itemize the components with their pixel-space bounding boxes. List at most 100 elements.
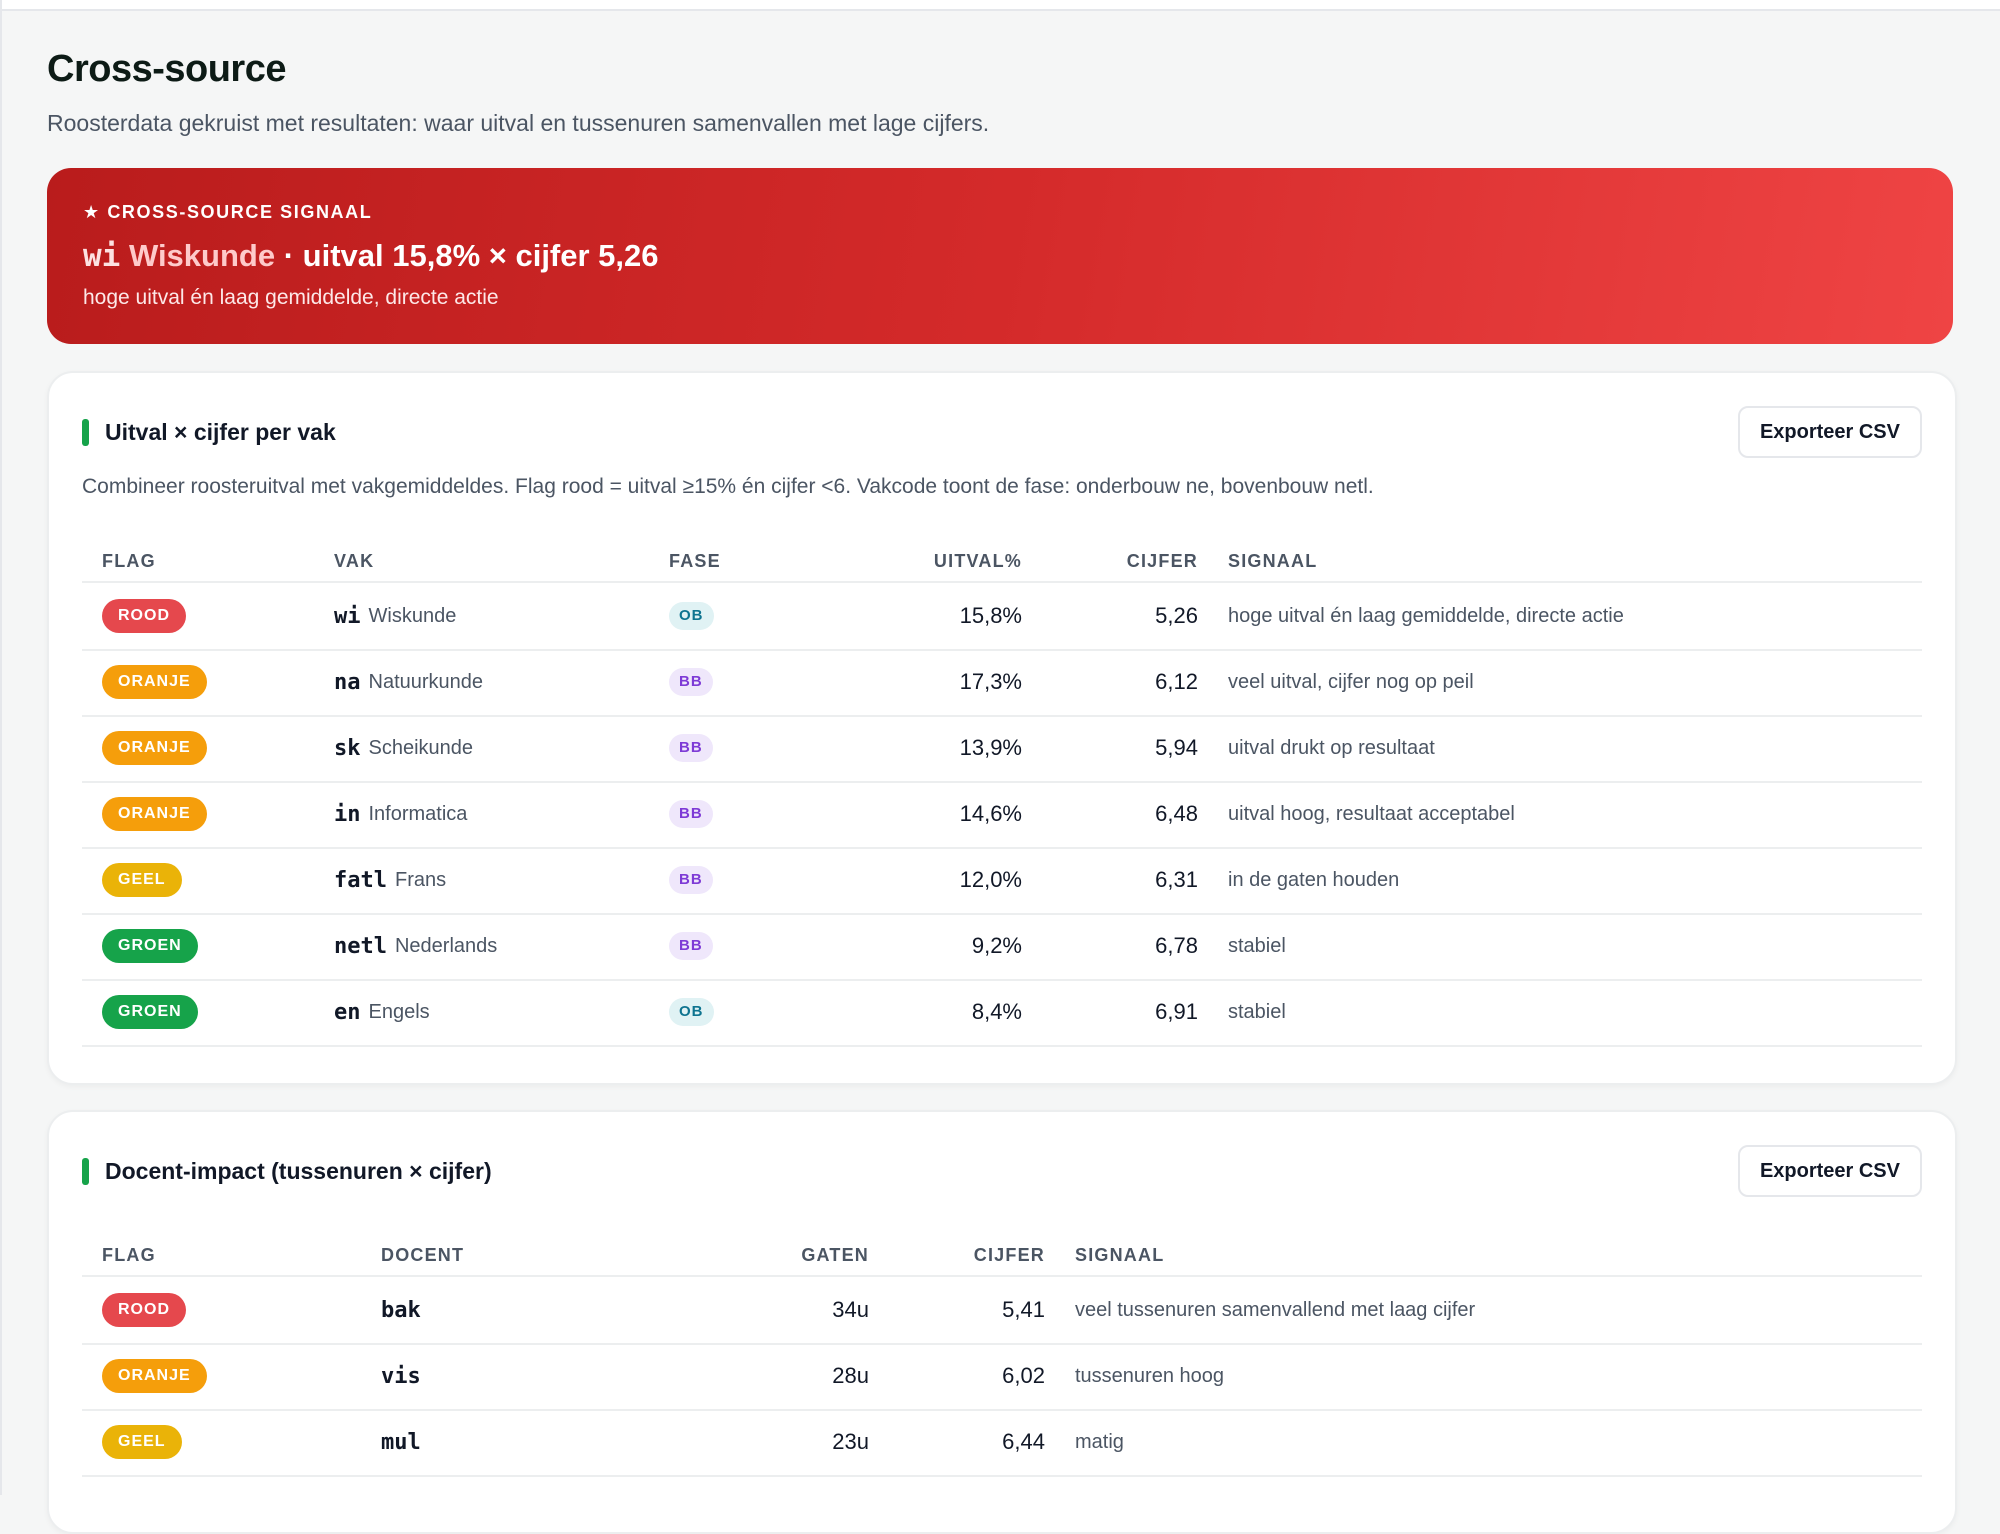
docent-card-header: Docent-impact (tussenuren × cijfer) (82, 1158, 492, 1185)
vak-name: Informatica (368, 802, 468, 825)
table-row: GROEN en Engels OB 8,4% 6,91 stabiel (82, 979, 1922, 1047)
accent-bar (82, 1158, 89, 1185)
vak-cell: na Natuurkunde (334, 649, 483, 715)
export-csv-button[interactable]: Exporteer CSV (1737, 406, 1922, 458)
fase-badge: BB (669, 932, 713, 960)
signaal-text: in de gaten houden (1228, 868, 1400, 891)
cijfer-value: 6,02 (1002, 1363, 1045, 1388)
col-cijfer: CIJFER (1126, 551, 1198, 571)
col-uitval: UITVAL% (933, 551, 1022, 571)
col-signaal: SIGNAAL (1075, 1245, 1165, 1265)
vak-card-description: Combineer roosteruitval met vakgemiddeld… (82, 475, 1374, 498)
vak-name: Scheikunde (368, 736, 474, 759)
table-row: ORANJE na Natuurkunde BB 17,3% 6,12 veel uitva… (82, 649, 1922, 717)
vak-table-header: FLAG VAK FASE UITVAL% CIJFER SIGNAAL (82, 541, 1922, 583)
gaten-value: 28u (832, 1363, 869, 1388)
uitval-value: 17,3% (959, 669, 1022, 694)
flag-cell: ORANJE (102, 1343, 207, 1409)
flag-cell: ORANJE (102, 715, 207, 781)
page-title: Cross-source (47, 48, 286, 90)
cijfer-value: 6,91 (1155, 999, 1198, 1024)
flag-badge: ORANJE (102, 797, 207, 831)
vak-name: Engels (368, 1000, 430, 1023)
accent-bar (82, 419, 89, 446)
table-row: ORANJE vis 28u 6,02 tussenuren hoog (82, 1343, 1922, 1411)
signal-description: hoge uitval én laag gemiddelde, directe … (83, 286, 499, 309)
docent-card: Docent-impact (tussenuren × cijfer) Expo… (47, 1110, 1957, 1534)
vak-code: na (334, 669, 361, 695)
table-row: ORANJE sk Scheikunde BB 13,9% 5,94 uitval druk… (82, 715, 1922, 783)
signaal-text: stabiel (1228, 934, 1286, 957)
docent-code: vis (381, 1363, 421, 1389)
signal-vak-code: wi (83, 238, 121, 274)
export-csv-button[interactable]: Exporteer CSV (1737, 1145, 1922, 1197)
flag-badge: GROEN (102, 929, 198, 963)
left-border (0, 0, 2, 1495)
col-docent: DOCENT (381, 1245, 465, 1265)
fase-cell: OB (669, 583, 714, 649)
uitval-value: 14,6% (959, 801, 1022, 826)
cross-source-signal-banner: ★ CROSS-SOURCE SIGNAAL wi Wiskunde · uit… (47, 168, 1953, 344)
flag-cell: ROOD (102, 1277, 186, 1343)
fase-badge: BB (669, 668, 713, 696)
table-row: ROOD bak 34u 5,41 veel tussenuren samenvalle… (82, 1277, 1922, 1345)
signal-vak-name: Wiskunde (128, 238, 276, 273)
cijfer-value: 5,41 (1002, 1297, 1045, 1322)
table-row: ROOD wi Wiskunde OB 15,8% 5,26 hoge uitval én … (82, 583, 1922, 651)
flag-cell: ORANJE (102, 781, 207, 847)
table-row: GEEL fatl Frans BB 12,0% 6,31 in de gaten houd… (82, 847, 1922, 915)
signaal-text: stabiel (1228, 1000, 1286, 1023)
cijfer-value: 6,31 (1155, 867, 1198, 892)
fase-badge: OB (669, 998, 714, 1026)
signaal-text: veel uitval, cijfer nog op peil (1228, 670, 1474, 693)
uitval-value: 15,8% (959, 603, 1022, 628)
vak-name: Nederlands (394, 934, 498, 957)
flag-cell: ORANJE (102, 649, 207, 715)
uitval-value: 9,2% (971, 933, 1022, 958)
vak-code: netl (334, 933, 387, 959)
flag-cell: GEEL (102, 1409, 182, 1475)
signaal-text: matig (1075, 1430, 1124, 1453)
fase-cell: BB (669, 715, 713, 781)
cijfer-value: 5,94 (1155, 735, 1198, 760)
fase-cell: BB (669, 913, 713, 979)
docent-table-header: FLAG DOCENT GATEN CIJFER SIGNAAL (82, 1235, 1922, 1277)
signaal-text: uitval hoog, resultaat acceptabel (1228, 802, 1515, 825)
vak-name: Natuurkunde (368, 670, 484, 693)
signaal-text: veel tussenuren samenvallend met laag ci… (1075, 1298, 1476, 1321)
fase-badge: BB (669, 734, 713, 762)
fase-badge: BB (669, 800, 713, 828)
flag-cell: GROEN (102, 913, 198, 979)
flag-badge: ORANJE (102, 665, 207, 699)
fase-cell: OB (669, 979, 714, 1045)
signaal-text: uitval drukt op resultaat (1228, 736, 1435, 759)
flag-badge: GEEL (102, 1425, 182, 1459)
col-fase: FASE (669, 551, 721, 571)
vak-code: fatl (334, 867, 387, 893)
top-border (0, 0, 2000, 11)
fase-badge: BB (669, 866, 713, 894)
signal-metrics: · uitval 15,8% × cijfer 5,26 (283, 238, 659, 273)
fase-badge: OB (669, 602, 714, 630)
cijfer-value: 6,44 (1002, 1429, 1045, 1454)
vak-name: Frans (394, 868, 447, 891)
vak-code: en (334, 999, 361, 1025)
flag-badge: GROEN (102, 995, 198, 1029)
vak-code: sk (334, 735, 361, 761)
fase-cell: BB (669, 781, 713, 847)
flag-badge: ROOD (102, 599, 186, 633)
gaten-value: 23u (832, 1429, 869, 1454)
vak-cell: netl Nederlands (334, 913, 497, 979)
vak-cell: en Engels (334, 979, 430, 1045)
cijfer-value: 5,26 (1155, 603, 1198, 628)
col-cijfer: CIJFER (973, 1245, 1045, 1265)
vak-name: Wiskunde (368, 604, 457, 627)
table-row: ORANJE in Informatica BB 14,6% 6,48 uitval hoo… (82, 781, 1922, 849)
fase-cell: BB (669, 649, 713, 715)
signaal-text: tussenuren hoog (1075, 1364, 1225, 1387)
flag-cell: GEEL (102, 847, 182, 913)
page-subtitle: Roosterdata gekruist met resultaten: waa… (47, 110, 990, 136)
uitval-value: 8,4% (971, 999, 1022, 1024)
vak-code: wi (334, 603, 361, 629)
flag-cell: ROOD (102, 583, 186, 649)
